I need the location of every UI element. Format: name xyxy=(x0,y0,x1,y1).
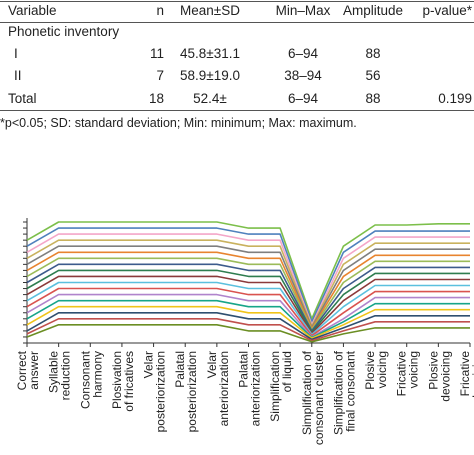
series-line-4 xyxy=(26,239,470,327)
row-min-max: 38–94 xyxy=(284,68,322,83)
x-tick-label: Consonantharmony xyxy=(78,350,104,409)
header-mean-sd: Mean±SD xyxy=(180,3,240,18)
table-top-rule xyxy=(0,1,474,2)
row-variable: I xyxy=(14,46,18,61)
header-n: n xyxy=(156,3,164,18)
series-line-9 xyxy=(26,269,470,333)
series-line-1 xyxy=(26,221,470,320)
x-tick-label: Palatalanteriorization xyxy=(237,351,263,426)
row-mean-sd: 58.9±19.0 xyxy=(180,68,240,83)
x-tick-label: Palatalposteriorization xyxy=(173,351,199,432)
series-line-17 xyxy=(26,318,470,342)
row-mean-sd: 45.8±31.1 xyxy=(180,46,240,61)
row-variable: Total xyxy=(8,91,37,106)
x-tick-label: Velarposteriorization xyxy=(142,351,168,432)
table-row: I 11 45.8±31.1 6–94 88 xyxy=(0,43,474,65)
row-min-max: 6–94 xyxy=(287,91,319,106)
table-row: II 7 58.9±19.0 38–94 56 xyxy=(0,65,474,87)
x-tick-label: Correctanswer xyxy=(15,350,41,390)
series-line-6 xyxy=(26,251,470,330)
header-variable: Variable xyxy=(8,3,57,18)
x-tick-label: Velaranteriorization xyxy=(205,351,231,426)
series-line-14 xyxy=(26,299,470,339)
row-variable: II xyxy=(14,68,22,83)
row-p-value: 0.199 xyxy=(438,91,472,106)
series-line-16 xyxy=(26,312,470,341)
series-line-10 xyxy=(26,275,470,335)
chart-axes xyxy=(23,218,471,347)
series-line-11 xyxy=(26,281,470,336)
x-tick-label: Fricativevoicing xyxy=(395,351,421,397)
series-line-8 xyxy=(26,263,470,332)
table-row: Total 18 52.4± 6–94 88 0.199 xyxy=(0,88,474,110)
row-n: 11 xyxy=(149,46,164,61)
phonological-process-line-chart: Correctanswer Syllablereduction Consonanth… xyxy=(15,218,474,445)
series-line-5 xyxy=(26,245,470,329)
series-line-3 xyxy=(26,233,470,326)
chart-tick-labels: Correctanswer Syllablereduction Consonanth… xyxy=(15,350,474,445)
series-line-12 xyxy=(26,287,470,337)
x-tick-label: Plosivationof fricatives xyxy=(110,351,136,412)
header-min-max: Min–Max xyxy=(275,3,331,18)
header-p-value: p-value* xyxy=(422,3,472,18)
x-tick-label: Plosivevoicing xyxy=(363,351,389,390)
section-label: Phonetic inventory xyxy=(8,24,120,39)
row-n: 18 xyxy=(148,91,164,106)
chart-series xyxy=(26,221,470,343)
table-footnote: *p<0.05; SD: standard deviation; Min: mi… xyxy=(0,116,357,130)
series-line-18 xyxy=(26,324,470,343)
x-tick-label: Simplification offinal consonant xyxy=(331,350,357,435)
series-line-2 xyxy=(26,227,470,323)
table-header-rule xyxy=(0,22,474,23)
row-amplitude: 88 xyxy=(365,91,381,106)
x-tick-label: Simplificationof liquid xyxy=(268,351,294,422)
series-line-13 xyxy=(26,293,470,338)
row-mean-sd: 52.4± xyxy=(193,91,227,106)
x-tick-label: Syllablereduction xyxy=(47,351,73,401)
x-tick-label: Simplification ofconsonant cluster xyxy=(300,350,326,445)
row-n: 7 xyxy=(156,68,164,83)
row-amplitude: 56 xyxy=(365,68,381,83)
header-amplitude: Amplitude xyxy=(342,3,404,18)
series-line-7 xyxy=(26,257,470,331)
row-min-max: 6–94 xyxy=(287,46,319,61)
x-tick-label: Fricativedevoicing xyxy=(458,351,474,402)
table-header-row: Variable n Mean±SD Min–Max Amplitude p-v… xyxy=(0,0,474,22)
x-tick-label: Plosivedevoicing xyxy=(426,351,452,402)
table-bottom-rule xyxy=(0,110,474,111)
series-line-15 xyxy=(26,305,470,339)
row-amplitude: 88 xyxy=(365,46,381,61)
table-section-row: Phonetic inventory xyxy=(0,21,474,43)
